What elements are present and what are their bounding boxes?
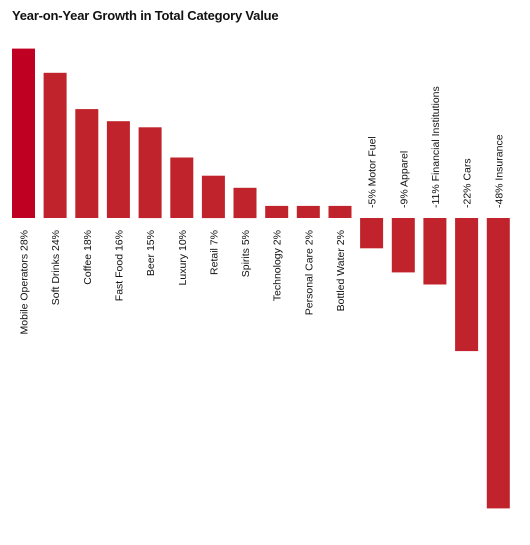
bar-insurance xyxy=(486,218,510,509)
bar-technology xyxy=(265,205,289,218)
bar-financial-institutions xyxy=(423,218,447,285)
bar-label-financial-institutions: -11% Financial Institutions xyxy=(430,86,442,208)
bar-retail xyxy=(201,175,225,219)
bar-spirits xyxy=(233,187,257,219)
bar-soft-drinks xyxy=(43,72,67,218)
bar-personal-care xyxy=(296,205,320,218)
bar-label-cars: -22% Cars xyxy=(462,158,474,208)
bar-bottled-water xyxy=(328,205,352,218)
bar-luxury xyxy=(170,157,194,218)
bar-label-personal-care: Personal Care 2% xyxy=(303,230,315,315)
bar-coffee xyxy=(75,109,99,218)
bar-label-luxury: Luxury 10% xyxy=(177,230,189,285)
bar-label-retail: Retail 7% xyxy=(208,230,220,275)
bar-motor-fuel xyxy=(360,218,384,249)
bar-label-fast-food: Fast Food 16% xyxy=(113,230,125,301)
bar-label-spirits: Spirits 5% xyxy=(240,230,252,277)
bar-label-soft-drinks: Soft Drinks 24% xyxy=(50,230,62,305)
bar-label-motor-fuel: -5% Motor Fuel xyxy=(367,136,379,208)
bar-label-beer: Beer 15% xyxy=(145,230,157,276)
bar-mobile-operators xyxy=(12,48,35,218)
bar-apparel xyxy=(391,218,415,273)
bar-fast-food xyxy=(106,121,130,218)
bar-label-mobile-operators: Mobile Operators 28% xyxy=(19,230,31,334)
bar-cars xyxy=(455,218,479,352)
bar-label-apparel: -9% Apparel xyxy=(398,151,410,208)
bar-beer xyxy=(138,127,162,219)
bar-label-bottled-water: Bottled Water 2% xyxy=(335,230,347,311)
chart-title: Year-on-Year Growth in Total Category Va… xyxy=(12,8,279,23)
bar-label-coffee: Coffee 18% xyxy=(82,230,94,285)
bar-label-insurance: -48% Insurance xyxy=(493,134,505,208)
bar-label-technology: Technology 2% xyxy=(272,230,284,301)
